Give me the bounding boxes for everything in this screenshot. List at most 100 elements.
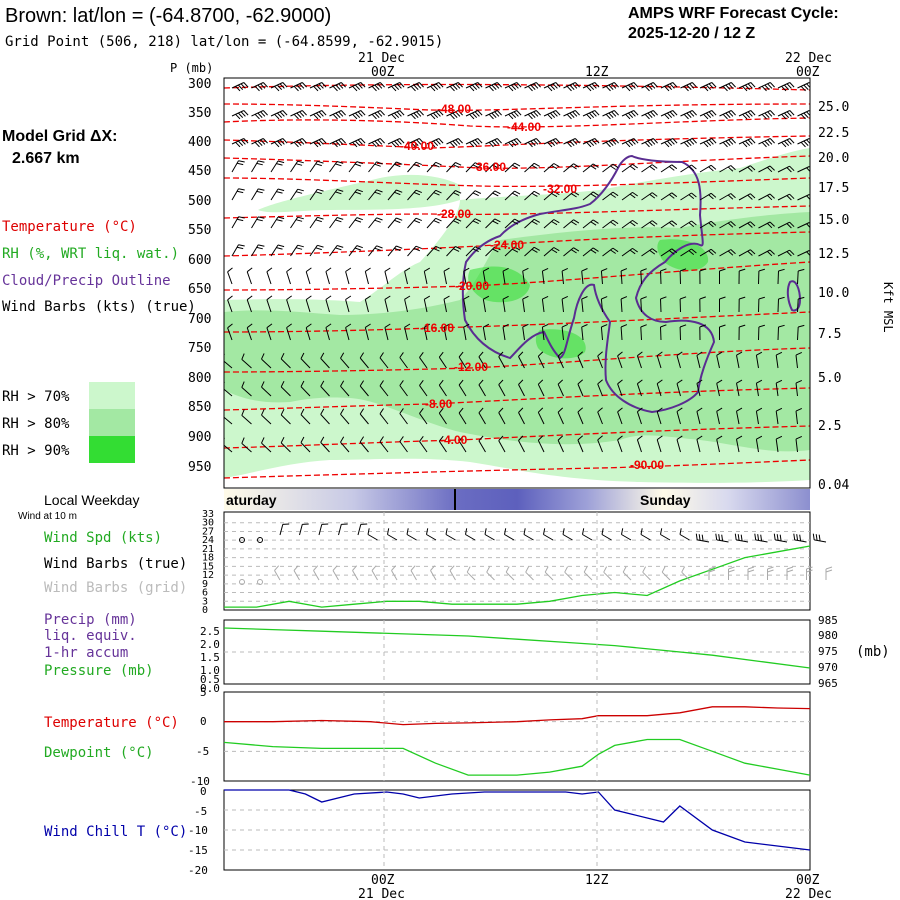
wind-barb — [419, 436, 428, 453]
wind-barb — [577, 379, 584, 397]
wind-barb — [699, 82, 717, 92]
wind-barb — [716, 351, 723, 369]
wind-barb-grid — [767, 566, 774, 580]
wind-barb — [290, 216, 304, 229]
wind-barb — [224, 437, 233, 453]
wind-barb — [738, 138, 756, 148]
weekday-right: Sunday — [640, 492, 691, 508]
wind-barb — [676, 379, 683, 397]
wind-barb — [357, 523, 368, 536]
wind-barb — [280, 408, 291, 425]
wind-barb — [482, 267, 490, 285]
wind-barb — [656, 379, 663, 397]
wind-barb — [660, 192, 678, 201]
wind-barb — [541, 267, 549, 285]
wind-barb — [502, 295, 509, 313]
wind-barb — [482, 323, 490, 341]
wind-barb — [280, 380, 291, 397]
wind-barb — [458, 435, 467, 453]
wind-barb — [679, 268, 687, 285]
wind-barb-grid — [708, 566, 716, 580]
wind-barb-grid — [352, 565, 359, 581]
wind-barb — [797, 194, 810, 201]
wind-barb — [563, 82, 580, 92]
wind-barb — [368, 82, 385, 92]
wind-barb — [458, 407, 467, 425]
wind-barb — [738, 165, 756, 173]
wind-barb — [773, 533, 788, 543]
wind-barb — [738, 82, 756, 92]
precip-legend-3: 1-hr accum — [44, 645, 128, 661]
wind-barb — [231, 160, 245, 173]
wind-barb — [458, 379, 467, 397]
wind-barb — [325, 267, 332, 285]
wind-barb — [716, 379, 723, 397]
temp-label-m36: -36.00 — [472, 160, 506, 174]
p-tick-900: 900 — [188, 430, 211, 445]
wind-barb — [524, 82, 541, 92]
wind-barb — [270, 160, 285, 173]
wind-barb — [465, 110, 483, 120]
wind-barb — [660, 82, 678, 92]
local-weekday-label: Local Weekday — [44, 492, 139, 508]
wind-barb — [498, 351, 506, 369]
wind-barb — [348, 161, 363, 173]
temp-label-m4: -4.00 — [440, 433, 468, 447]
wind-barb-grid — [505, 566, 515, 581]
wind-barb — [359, 436, 369, 453]
wind-barb — [543, 247, 560, 257]
wind-barb — [577, 435, 584, 453]
wind-barb — [581, 296, 588, 313]
wind-barb-grid — [583, 566, 593, 581]
wind-barb — [518, 351, 525, 369]
wind-barb — [562, 528, 573, 541]
wind-tick: 33 — [202, 509, 214, 520]
wind-barb — [300, 380, 311, 397]
wind-barb — [246, 295, 253, 313]
h-tick-22: 22.5 — [818, 126, 849, 141]
wind-barb — [543, 138, 561, 148]
wind-barb — [399, 380, 408, 397]
wind-barb-grid — [466, 566, 476, 581]
wind-barb — [617, 351, 623, 369]
pressure-line — [223, 627, 811, 669]
wind-barb — [581, 324, 588, 341]
wind-barb — [524, 246, 540, 257]
wind-barb — [582, 247, 599, 257]
rh80-swatch — [89, 409, 135, 436]
wind-barb — [797, 296, 805, 313]
wind-barb — [407, 161, 422, 173]
wc-tick: 0 — [200, 785, 207, 798]
wind-barbs-main — [224, 82, 810, 453]
wind-barb — [696, 407, 703, 425]
wind-barb — [680, 192, 697, 201]
p-tick-950: 950 — [188, 460, 211, 475]
wind-barb — [485, 246, 501, 257]
wind-barb — [482, 295, 490, 313]
wind-barb — [640, 296, 647, 313]
wind-barb — [563, 219, 580, 229]
wind-barb — [543, 82, 561, 92]
wind-barb — [364, 267, 371, 285]
wind-barb — [348, 110, 366, 120]
wind-barb — [399, 436, 408, 453]
precip-legend-2: liq. equiv. — [44, 628, 137, 644]
windchill-panel — [223, 789, 811, 871]
wind-barb-grid — [313, 565, 320, 581]
wc-tick: -10 — [188, 824, 208, 837]
h-tick-5: 5.0 — [818, 371, 841, 386]
wind-barb — [582, 163, 599, 173]
calm-circle-grid — [257, 579, 263, 585]
wind-barb — [438, 407, 447, 425]
wind-barb — [602, 191, 619, 201]
rh80-area — [224, 212, 810, 452]
wind-barb — [300, 436, 311, 453]
wind-barb — [577, 351, 584, 369]
wind-barb — [563, 163, 580, 173]
wind-barb — [719, 165, 736, 173]
wind-barb — [620, 296, 628, 313]
wind-barb — [446, 218, 462, 229]
wind-barb — [270, 188, 285, 201]
wind-barb — [719, 324, 726, 340]
wind-barb — [680, 164, 697, 173]
